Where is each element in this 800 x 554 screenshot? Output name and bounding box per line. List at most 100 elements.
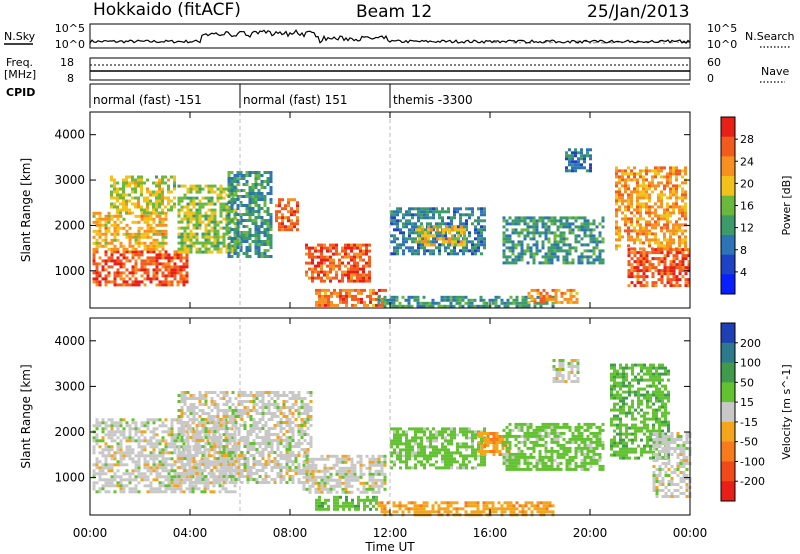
data-cell — [255, 433, 259, 436]
data-cell — [427, 228, 430, 232]
data-cell — [128, 181, 131, 185]
data-cell — [356, 252, 359, 256]
data-cell — [177, 418, 181, 421]
data-cell — [128, 424, 132, 428]
data-cell — [544, 216, 548, 220]
data-cell — [269, 198, 273, 201]
data-cell — [279, 439, 283, 442]
data-cell — [332, 261, 335, 265]
data-cell — [195, 208, 199, 212]
data-cell — [565, 151, 568, 155]
data-cell — [341, 270, 344, 274]
data-cell — [431, 304, 435, 308]
data-cell — [116, 442, 120, 446]
data-cell — [453, 213, 456, 217]
data-cell — [249, 427, 253, 430]
data-cell — [651, 175, 654, 179]
data-cell — [329, 249, 332, 253]
data-cell — [317, 475, 321, 479]
data-cell — [532, 228, 536, 232]
data-cell — [180, 463, 184, 466]
data-cell — [326, 454, 330, 458]
data-cell — [224, 436, 228, 440]
data-cell — [110, 466, 114, 470]
data-cell — [143, 220, 147, 224]
data-cell — [296, 219, 299, 223]
data-cell — [520, 240, 524, 244]
data-cell — [104, 424, 108, 428]
y-axis-label: Slant Range [km] — [19, 158, 33, 262]
data-cell — [239, 171, 243, 174]
data-cell — [544, 222, 548, 226]
data-cell — [140, 250, 144, 254]
data-cell — [195, 481, 199, 484]
data-cell — [95, 418, 99, 422]
data-cell — [621, 196, 624, 200]
data-cell — [323, 457, 327, 461]
data-cell — [203, 451, 207, 455]
data-cell — [401, 304, 405, 308]
data-cell — [308, 267, 311, 271]
data-cell — [219, 187, 223, 191]
data-cell — [110, 457, 114, 461]
data-cell — [282, 406, 286, 409]
data-cell — [551, 295, 555, 299]
data-cell — [471, 243, 474, 247]
data-cell — [158, 253, 162, 257]
data-cell — [104, 460, 108, 464]
data-cell — [167, 208, 170, 212]
data-cell — [417, 234, 420, 238]
data-cell — [615, 184, 618, 188]
data-cell — [197, 442, 201, 446]
data-cell — [636, 205, 639, 209]
data-cell — [480, 243, 483, 247]
data-cell — [474, 249, 477, 253]
data-cell — [255, 460, 259, 463]
data-cell — [185, 448, 189, 452]
data-cell — [356, 264, 359, 268]
data-cell — [179, 280, 183, 284]
data-cell — [651, 272, 655, 276]
data-cell — [152, 220, 156, 224]
data-cell — [258, 481, 262, 484]
data-cell — [326, 249, 329, 253]
data-cell — [288, 430, 292, 433]
data-cell — [669, 220, 672, 224]
data-cell — [260, 207, 264, 210]
data-cell — [158, 205, 161, 209]
data-cell — [177, 475, 181, 478]
data-cell — [240, 403, 244, 406]
data-cell — [204, 196, 208, 200]
data-cell — [225, 445, 229, 448]
data-cell — [285, 400, 289, 403]
data-cell — [663, 166, 666, 170]
data-cell — [116, 190, 119, 194]
data-cell — [678, 208, 681, 212]
data-cell — [511, 243, 515, 247]
data-cell — [113, 439, 117, 443]
data-cell — [258, 436, 262, 439]
data-cell — [110, 463, 114, 467]
data-cell — [131, 439, 135, 443]
data-cell — [509, 301, 513, 305]
data-cell — [532, 219, 536, 223]
data-cell — [161, 457, 165, 461]
data-cell — [306, 403, 310, 406]
data-cell — [219, 445, 223, 448]
data-cell — [559, 231, 563, 235]
data-cell — [201, 250, 205, 254]
data-cell — [276, 391, 280, 394]
data-cell — [177, 214, 181, 218]
data-cell — [167, 469, 171, 473]
data-cell — [601, 258, 605, 262]
data-cell — [131, 253, 135, 257]
data-cell — [580, 151, 583, 155]
data-cell — [189, 235, 193, 239]
data-cell — [261, 463, 265, 466]
data-cell — [257, 171, 261, 174]
data-cell — [477, 228, 480, 232]
data-cell — [311, 472, 315, 476]
data-cell — [236, 252, 240, 255]
data-cell — [98, 241, 102, 245]
freq-axis-left-top: 18 — [60, 56, 74, 69]
